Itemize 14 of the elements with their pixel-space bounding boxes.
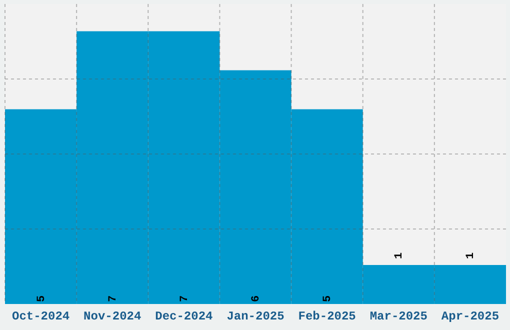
x-tick-label: Feb-2025	[298, 310, 356, 324]
data-label: 7	[107, 295, 120, 302]
data-label: 1	[394, 252, 406, 260]
x-tick-label: Jan-2025	[226, 310, 284, 324]
x-tick-label: Nov-2024	[84, 310, 142, 324]
x-tick-label: Dec-2024	[155, 310, 213, 324]
data-label: 7	[178, 295, 191, 302]
data-label: 6	[250, 295, 262, 302]
data-label: 5	[36, 295, 48, 302]
data-label: 1	[465, 252, 478, 260]
data-label: 5	[322, 295, 334, 302]
x-tick-label: Mar-2025	[370, 310, 428, 324]
x-tick-label: Oct-2024	[12, 310, 70, 324]
x-tick-label: Apr-2025	[441, 310, 500, 324]
